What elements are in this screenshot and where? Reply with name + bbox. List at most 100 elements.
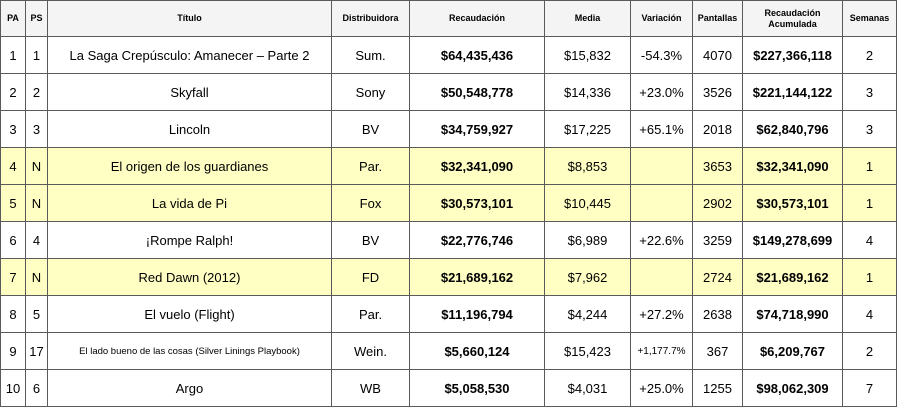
cell-pa: 3 [0,110,26,148]
header-ps: PS [25,0,48,37]
cell-change: +1,177.7% [630,332,693,370]
table-row: 1 1 La Saga Crepúsculo: Amanecer – Parte 2… [0,36,897,74]
cell-title: Argo [47,369,332,407]
cell-distributor: BV [331,221,410,259]
cell-total: $6,209,767 [742,332,843,370]
cell-title: La Saga Crepúsculo: Amanecer – Parte 2 [47,36,332,74]
cell-pa: 2 [0,73,26,111]
cell-average: $4,031 [544,369,631,407]
header-weeks: Semanas [842,0,897,37]
cell-change: +27.2% [630,295,693,333]
cell-average: $10,445 [544,184,631,222]
cell-distributor: Par. [331,295,410,333]
cell-weeks: 1 [842,147,897,185]
cell-pa: 9 [0,332,26,370]
cell-title: Red Dawn (2012) [47,258,332,296]
cell-distributor: FD [331,258,410,296]
cell-title: El lado bueno de las cosas (Silver Linin… [47,332,332,370]
cell-gross: $32,341,090 [409,147,545,185]
cell-weeks: 3 [842,110,897,148]
cell-weeks: 3 [842,73,897,111]
cell-average: $14,336 [544,73,631,111]
cell-weeks: 2 [842,332,897,370]
cell-gross: $64,435,436 [409,36,545,74]
cell-theaters: 2018 [692,110,743,148]
cell-ps: 5 [25,295,48,333]
cell-theaters: 3526 [692,73,743,111]
cell-average: $17,225 [544,110,631,148]
cell-total: $98,062,309 [742,369,843,407]
cell-weeks: 4 [842,295,897,333]
cell-gross: $50,548,778 [409,73,545,111]
cell-change: +65.1% [630,110,693,148]
cell-distributor: Fox [331,184,410,222]
table-row: 3 3 Lincoln BV $34,759,927 $17,225 +65.1% 2018 $… [0,110,897,148]
cell-pa: 6 [0,221,26,259]
cell-average: $15,423 [544,332,631,370]
cell-gross: $5,058,530 [409,369,545,407]
cell-total: $149,278,699 [742,221,843,259]
cell-pa: 8 [0,295,26,333]
cell-distributor: BV [331,110,410,148]
table-row: 6 4 ¡Rompe Ralph! BV $22,776,746 $6,989 +22.6%… [0,221,897,259]
table-row: 4 N El origen de los guardianes Par. $32,341… [0,147,897,185]
cell-pa: 10 [0,369,26,407]
cell-theaters: 2902 [692,184,743,222]
cell-weeks: 1 [842,258,897,296]
cell-gross: $34,759,927 [409,110,545,148]
header-change: Variación [630,0,693,37]
cell-distributor: WB [331,369,410,407]
cell-ps: N [25,184,48,222]
cell-weeks: 2 [842,36,897,74]
header-average: Media [544,0,631,37]
header-gross: Recaudación [409,0,545,37]
cell-weeks: 1 [842,184,897,222]
cell-total: $32,341,090 [742,147,843,185]
cell-pa: 4 [0,147,26,185]
cell-title: La vida de Pi [47,184,332,222]
table-row: 9 17 El lado bueno de las cosas (Silver Li… [0,332,897,370]
cell-change: +25.0% [630,369,693,407]
cell-pa: 1 [0,36,26,74]
cell-ps: 6 [25,369,48,407]
cell-gross: $30,573,101 [409,184,545,222]
cell-theaters: 2724 [692,258,743,296]
table-row: 2 2 Skyfall Sony $50,548,778 $14,336 +23.0% 352… [0,73,897,111]
cell-distributor: Wein. [331,332,410,370]
table-row: 8 5 El vuelo (Flight) Par. $11,196,794 $4,244… [0,295,897,333]
cell-total: $227,366,118 [742,36,843,74]
cell-pa: 7 [0,258,26,296]
cell-change: +23.0% [630,73,693,111]
cell-theaters: 3653 [692,147,743,185]
cell-average: $15,832 [544,36,631,74]
header-pa: PA [0,0,26,37]
cell-title: El origen de los guardianes [47,147,332,185]
cell-change [630,184,693,222]
cell-total: $74,718,990 [742,295,843,333]
cell-distributor: Par. [331,147,410,185]
cell-weeks: 7 [842,369,897,407]
cell-weeks: 4 [842,221,897,259]
cell-change: -54.3% [630,36,693,74]
cell-average: $4,244 [544,295,631,333]
cell-title: ¡Rompe Ralph! [47,221,332,259]
cell-gross: $22,776,746 [409,221,545,259]
cell-ps: 3 [25,110,48,148]
cell-average: $8,853 [544,147,631,185]
header-title: Título [47,0,332,37]
cell-change [630,258,693,296]
cell-change: +22.6% [630,221,693,259]
cell-total: $62,840,796 [742,110,843,148]
cell-ps: 1 [25,36,48,74]
cell-distributor: Sony [331,73,410,111]
cell-title: El vuelo (Flight) [47,295,332,333]
cell-ps: N [25,258,48,296]
cell-theaters: 1255 [692,369,743,407]
header-distributor: Distribuidora [331,0,410,37]
header-theaters: Pantallas [692,0,743,37]
cell-gross: $21,689,162 [409,258,545,296]
cell-total: $221,144,122 [742,73,843,111]
cell-average: $6,989 [544,221,631,259]
cell-total: $21,689,162 [742,258,843,296]
